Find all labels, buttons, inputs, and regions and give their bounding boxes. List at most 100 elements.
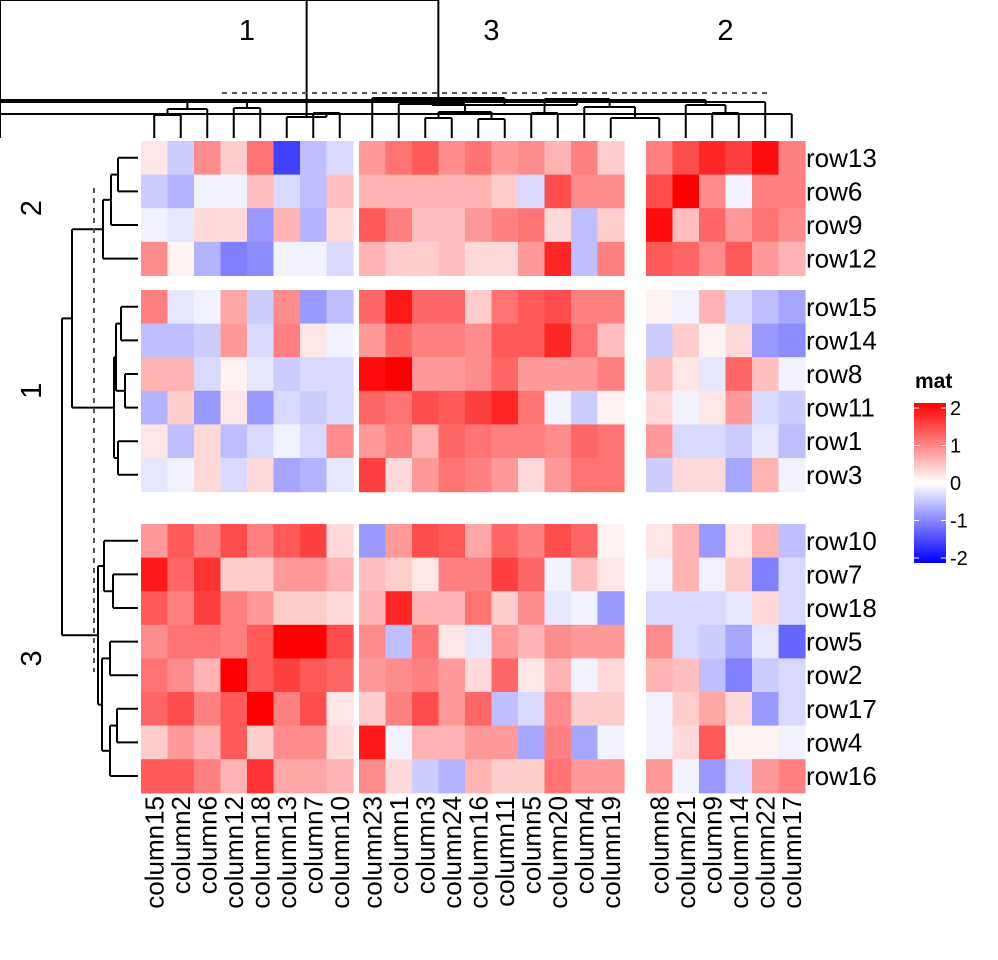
- heatmap-cell: [752, 208, 780, 243]
- heatmap-cell: [597, 290, 625, 325]
- heatmap-cell: [438, 692, 466, 727]
- heatmap-cell: [491, 424, 519, 459]
- heatmap-cell: [571, 390, 599, 425]
- column-label: column24: [437, 796, 467, 909]
- heatmap-cell: [725, 290, 753, 325]
- heatmap-cell: [752, 557, 780, 592]
- heatmap-cell: [646, 141, 674, 176]
- heatmap-cell: [465, 424, 493, 459]
- heatmap-cell: [646, 390, 674, 425]
- heatmap-cell: [646, 591, 674, 626]
- heatmap-cell: [220, 692, 248, 727]
- heatmap-cell: [544, 557, 572, 592]
- heatmap-cell: [385, 759, 413, 794]
- column-label: column23: [357, 796, 387, 909]
- heatmap-cell: [518, 357, 546, 392]
- heatmap-cell: [326, 323, 354, 358]
- column-label: column17: [777, 796, 807, 909]
- heatmap-cell: [646, 692, 674, 727]
- heatmap-cell: [752, 458, 780, 493]
- heatmap-cell: [465, 323, 493, 358]
- heatmap-cell: [544, 458, 572, 493]
- heatmap-cell: [672, 357, 700, 392]
- heatmap-cell: [220, 141, 248, 176]
- heatmap-cell: [672, 725, 700, 760]
- row-label: row10: [806, 526, 877, 556]
- heatmap-cell: [300, 141, 328, 176]
- heatmap-cell: [273, 357, 301, 392]
- row-label: row5: [806, 627, 862, 657]
- heatmap-cell: [725, 424, 753, 459]
- heatmap-cell: [752, 725, 780, 760]
- heatmap-cell: [597, 725, 625, 760]
- heatmap-cell: [412, 390, 440, 425]
- heatmap-cell: [300, 208, 328, 243]
- row-label: row17: [806, 694, 877, 724]
- heatmap-cell: [672, 557, 700, 592]
- column-label: column21: [671, 796, 701, 909]
- heatmap-cell: [597, 759, 625, 794]
- heatmap-cell: [646, 357, 674, 392]
- heatmap-cell: [326, 692, 354, 727]
- heatmap-cell: [544, 524, 572, 559]
- column-label: column5: [516, 796, 546, 894]
- heatmap-cell: [220, 658, 248, 693]
- heatmap-cell: [220, 424, 248, 459]
- heatmap-cell: [326, 290, 354, 325]
- heatmap-cell: [571, 524, 599, 559]
- heatmap-cell: [597, 658, 625, 693]
- row-slice-label: 1: [16, 383, 48, 399]
- heatmap-cell: [646, 290, 674, 325]
- heatmap-cell: [167, 458, 195, 493]
- heatmap-cell: [167, 390, 195, 425]
- heatmap-cell: [544, 658, 572, 693]
- heatmap-cell: [438, 208, 466, 243]
- heatmap-cell: [194, 323, 222, 358]
- heatmap-cell: [412, 290, 440, 325]
- heatmap-cell: [597, 524, 625, 559]
- heatmap-cell: [672, 141, 700, 176]
- heatmap-cell: [672, 692, 700, 727]
- heatmap-cell: [778, 524, 806, 559]
- heatmap-cell: [571, 759, 599, 794]
- heatmap-cell: [247, 390, 275, 425]
- heatmap-cell: [247, 557, 275, 592]
- heatmap-cell: [247, 591, 275, 626]
- heatmap-cell: [167, 174, 195, 209]
- heatmap-cell: [194, 424, 222, 459]
- heatmap-cell: [597, 692, 625, 727]
- heatmap-cell: [699, 424, 727, 459]
- heatmap-cell: [167, 658, 195, 693]
- heatmap-cell: [699, 208, 727, 243]
- heatmap-cell: [491, 557, 519, 592]
- heatmap-cell: [518, 624, 546, 659]
- heatmap-cell: [141, 208, 169, 243]
- heatmap-cell: [699, 357, 727, 392]
- heatmap-cell: [465, 557, 493, 592]
- heatmap-cell: [778, 458, 806, 493]
- heatmap-cell: [699, 725, 727, 760]
- row-label: row15: [806, 292, 877, 322]
- heatmap-cell: [300, 759, 328, 794]
- heatmap-cell: [571, 591, 599, 626]
- heatmap-cell: [167, 692, 195, 727]
- heatmap-cell: [141, 557, 169, 592]
- heatmap-cell: [438, 725, 466, 760]
- heatmap-cell: [778, 290, 806, 325]
- heatmap-cell: [752, 591, 780, 626]
- heatmap-cell: [385, 357, 413, 392]
- heatmap-cell: [326, 357, 354, 392]
- heatmap-cell: [300, 357, 328, 392]
- heatmap-cell: [220, 290, 248, 325]
- heatmap-cell: [571, 290, 599, 325]
- heatmap-cell: [167, 591, 195, 626]
- heatmap-cell: [326, 241, 354, 276]
- heatmap-cell: [672, 390, 700, 425]
- heatmap-cell: [359, 241, 387, 276]
- heatmap-cell: [491, 208, 519, 243]
- heatmap-cell: [646, 241, 674, 276]
- column-label: column10: [325, 796, 355, 909]
- heatmap-cell: [300, 174, 328, 209]
- heatmap-cell: [194, 759, 222, 794]
- heatmap-cell: [778, 692, 806, 727]
